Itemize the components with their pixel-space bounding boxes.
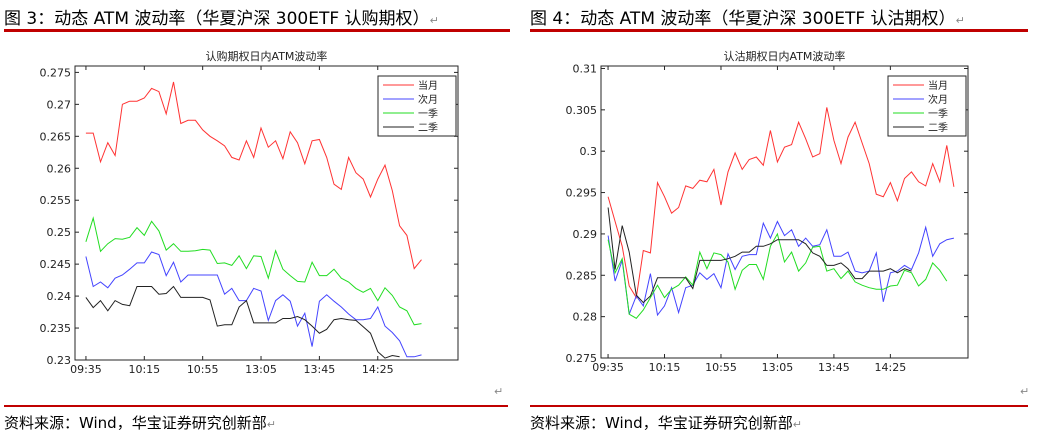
series-line-一季 xyxy=(607,232,948,319)
heading-rule xyxy=(530,29,1028,32)
y-tick-label: 0.245 xyxy=(40,258,72,271)
legend-label: 次月 xyxy=(418,93,438,106)
x-tick-label: 09:35 xyxy=(592,361,624,374)
x-tick-label: 10:55 xyxy=(705,361,737,374)
source-rule xyxy=(4,405,508,407)
figure-heading: 图 3：动态 ATM 波动率（华夏沪深 300ETF 认购期权） xyxy=(4,9,430,29)
figure-heading: 图 4：动态 ATM 波动率（华夏沪深 300ETF 认沽期权） xyxy=(530,9,956,29)
chart-call-volatility: 认购期权日内ATM波动率 0.23 0.235 0.24 0.245 0.25 0.255 0… xyxy=(40,49,459,376)
x-tick-label: 13:45 xyxy=(304,363,336,376)
y-tick-label: 0.275 xyxy=(566,352,598,365)
legend-label: 一季 xyxy=(928,108,948,120)
y-tick-label: 0.265 xyxy=(40,130,72,143)
chart-title: 认购期权日内ATM波动率 xyxy=(206,49,328,63)
x-tick-label: 10:15 xyxy=(649,361,681,374)
legend-label: 当月 xyxy=(928,79,948,92)
y-tick-label: 0.24 xyxy=(47,290,72,303)
y-tick-label: 0.23 xyxy=(47,354,72,367)
y-tick-label: 0.31 xyxy=(573,62,598,75)
chart-put-volatility: 认沽期权日内ATM波动率 0.275 0.28 0.285 0.29 0.295 0.3 0.… xyxy=(566,49,969,374)
y-tick-label: 0.235 xyxy=(40,322,72,335)
figure-panel-left: 图 3：动态 ATM 波动率（华夏沪深 300ETF 认购期权）↵ 认购期权日内… xyxy=(4,9,510,432)
x-tick-label: 14:25 xyxy=(875,361,907,374)
x-tick-label: 10:15 xyxy=(128,363,160,376)
x-tick-label: 13:45 xyxy=(818,361,850,374)
y-tick-label: 0.25 xyxy=(47,226,72,239)
figure-panel-right: 图 4：动态 ATM 波动率（华夏沪深 300ETF 认沽期权）↵ 认沽期权日内… xyxy=(526,0,1052,434)
y-tick-label: 0.27 xyxy=(47,98,72,111)
y-tick-label: 0.26 xyxy=(47,162,72,175)
series-line-二季 xyxy=(607,207,912,304)
legend-box xyxy=(377,75,457,137)
x-tick-label: 14:25 xyxy=(362,363,394,376)
x-tick-label: 13:05 xyxy=(762,361,794,374)
legend-label: 次月 xyxy=(928,93,948,106)
series-line-一季 xyxy=(85,216,422,326)
series-line-二季 xyxy=(85,285,400,359)
y-tick-label: 0.285 xyxy=(566,269,598,282)
legend-label: 二季 xyxy=(928,122,948,134)
x-tick-label: 10:55 xyxy=(187,363,219,376)
legend-box xyxy=(887,75,967,137)
chart-title: 认沽期权日内ATM波动率 xyxy=(724,49,846,63)
source-rule xyxy=(530,405,1028,407)
x-tick-label: 09:35 xyxy=(70,363,102,376)
series-line-次月 xyxy=(607,220,955,317)
y-tick-label: 0.255 xyxy=(40,194,72,207)
series-line-当月 xyxy=(607,107,955,300)
y-tick-label: 0.305 xyxy=(566,104,598,117)
series-line-次月 xyxy=(85,251,422,358)
y-tick-label: 0.29 xyxy=(573,228,598,241)
y-tick-label: 0.28 xyxy=(573,311,598,324)
legend-label: 一季 xyxy=(418,108,438,120)
source-note: 资料来源：Wind，华宝证券研究创新部 xyxy=(530,414,793,432)
heading-rule xyxy=(4,29,510,32)
source-note: 资料来源：Wind，华宝证券研究创新部 xyxy=(4,414,267,432)
legend-label: 二季 xyxy=(418,122,438,134)
y-tick-label: 0.275 xyxy=(40,66,72,79)
y-tick-label: 0.3 xyxy=(580,145,598,158)
y-tick-label: 0.295 xyxy=(566,187,598,200)
x-tick-label: 13:05 xyxy=(245,363,277,376)
legend-label: 当月 xyxy=(418,79,438,92)
series-line-当月 xyxy=(85,81,422,270)
